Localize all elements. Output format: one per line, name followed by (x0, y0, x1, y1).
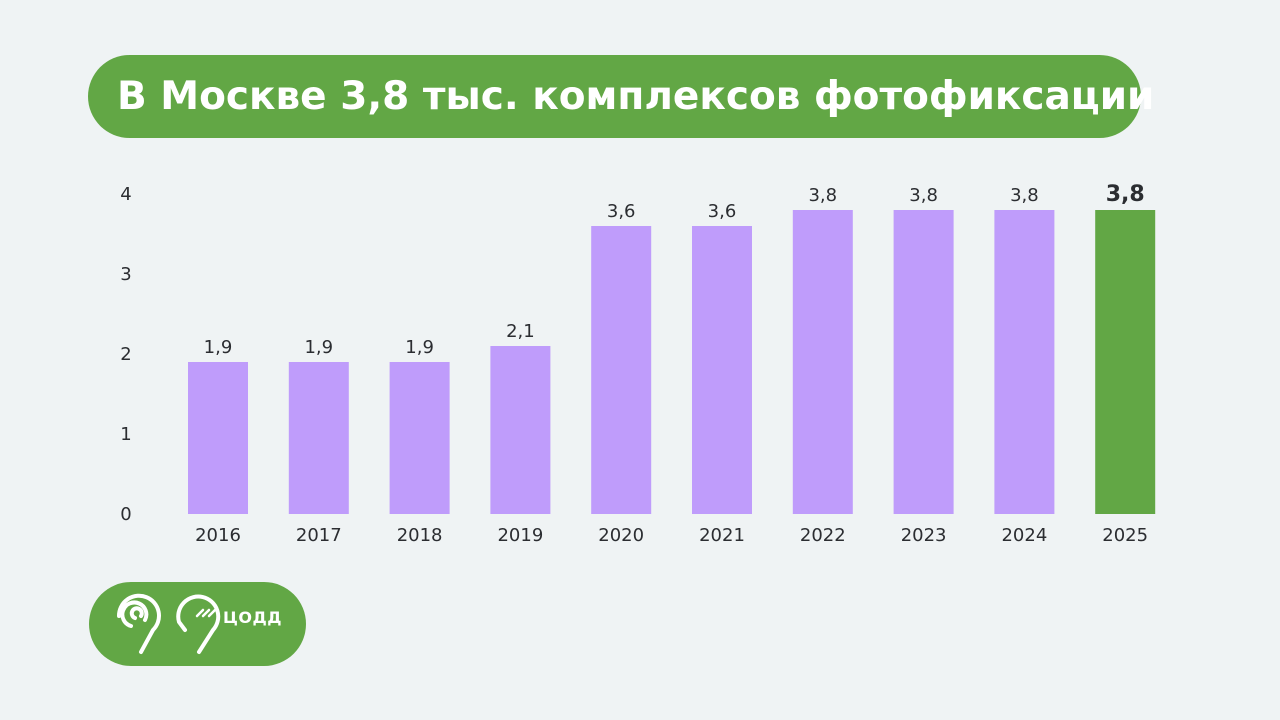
data-label-2019: 2,1 (506, 321, 535, 342)
bar-2022 (792, 210, 853, 514)
x-tick-label-2019: 2019 (497, 525, 543, 546)
bar-2019 (490, 346, 551, 514)
x-tick-label-2021: 2021 (699, 525, 745, 546)
page-title-text: В Москве 3,8 тыс. комплексов фотофиксаци… (117, 74, 1155, 119)
location-logo-icon (116, 593, 161, 654)
data-label-2023: 3,8 (909, 185, 938, 206)
bar-2018 (389, 362, 450, 514)
x-tick-label-2023: 2023 (901, 525, 947, 546)
codd-logo-icon (176, 594, 221, 654)
x-tick-label-2016: 2016 (195, 525, 241, 546)
bar-2024 (994, 210, 1055, 514)
y-tick-label: 3 (120, 264, 131, 285)
data-label-2022: 3,8 (808, 185, 837, 206)
y-tick-label: 2 (120, 344, 131, 365)
data-label-2020: 3,6 (607, 201, 636, 222)
data-label-2016: 1,9 (204, 337, 233, 358)
bar-chart: 0 1 2 3 4 1,9 2016 1,9 2017 1,9 2018 2,1 2019 3,6 2020… (120, 182, 1156, 546)
y-tick-label: 0 (120, 504, 131, 525)
data-label-2025: 3,8 (1106, 182, 1145, 207)
x-tick-label-2024: 2024 (1001, 525, 1047, 546)
x-tick-label-2018: 2018 (397, 525, 443, 546)
bar-2020 (591, 226, 652, 514)
y-tick-label: 4 (120, 184, 131, 205)
data-label-2024: 3,8 (1010, 185, 1039, 206)
data-label-2021: 3,6 (708, 201, 737, 222)
x-tick-label-2017: 2017 (296, 525, 342, 546)
x-tick-label-2025: 2025 (1102, 525, 1148, 546)
page-title: В Москве 3,8 тыс. комплексов фотофиксаци… (88, 55, 1154, 138)
bar-2021 (692, 226, 752, 514)
bar-2017 (288, 362, 349, 514)
logo-badge (89, 582, 306, 666)
bar-2023 (893, 210, 954, 514)
data-label-2017: 1,9 (304, 337, 333, 358)
x-tick-label-2020: 2020 (598, 525, 644, 546)
bar-2016 (188, 362, 248, 514)
logo-text: ЦОДД (223, 608, 282, 627)
bar-2025 (1095, 210, 1156, 514)
y-tick-label: 1 (120, 424, 131, 445)
data-label-2018: 1,9 (405, 337, 434, 358)
x-tick-label-2022: 2022 (800, 525, 846, 546)
